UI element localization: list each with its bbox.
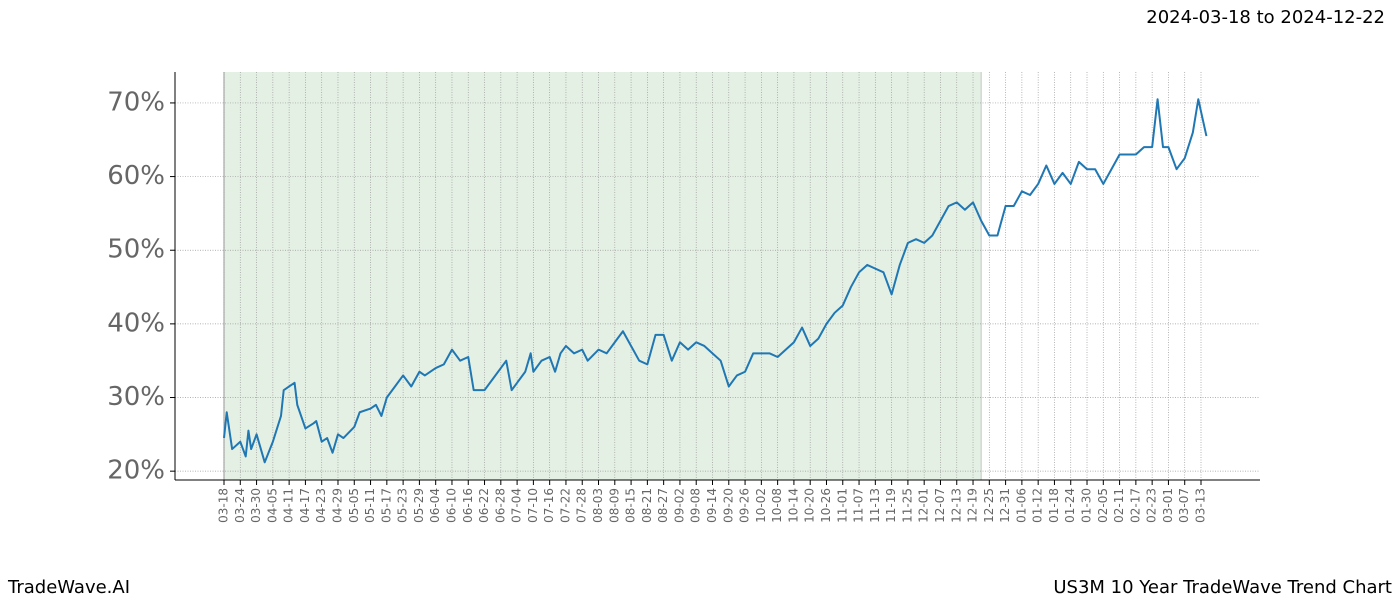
x-tick-label: 12-19 xyxy=(966,488,980,523)
x-tick-label: 03-13 xyxy=(1194,488,1208,523)
date-range: 2024-03-18 to 2024-12-22 xyxy=(1146,7,1385,28)
x-tick-label: 01-30 xyxy=(1080,488,1094,523)
x-tick-label: 04-23 xyxy=(314,488,328,523)
x-tick-label: 08-03 xyxy=(591,488,605,523)
x-tick-label: 08-21 xyxy=(640,488,654,523)
x-tick-label: 03-24 xyxy=(233,488,247,523)
x-tick-label: 03-01 xyxy=(1161,488,1175,523)
x-tick-label: 09-14 xyxy=(705,488,719,523)
x-tick-label: 05-05 xyxy=(347,488,361,523)
x-tick-label: 07-22 xyxy=(558,488,572,523)
x-tick-label: 05-11 xyxy=(363,488,377,523)
line-layer xyxy=(223,98,1208,464)
x-tick-label: 07-16 xyxy=(542,488,556,523)
x-tick-label: 11-19 xyxy=(884,488,898,523)
y-tick-label: 60% xyxy=(107,161,165,191)
x-tick-label: 02-17 xyxy=(1128,488,1142,523)
tick-layer: 20%30%40%50%60%70%03-18 03-24 03-30 04-05 04… xyxy=(107,87,1207,522)
y-tick-label: 30% xyxy=(107,382,165,412)
x-tick-label: 07-04 xyxy=(510,488,524,523)
x-tick-label: 10-26 xyxy=(819,488,833,523)
x-tick-label: 01-06 xyxy=(1014,488,1028,523)
y-tick-label: 50% xyxy=(107,235,165,265)
x-tick-label: 12-01 xyxy=(917,488,931,523)
x-tick-label: 06-22 xyxy=(477,488,491,523)
x-tick-label: 01-12 xyxy=(1031,488,1045,523)
x-tick-label: 07-28 xyxy=(575,488,589,523)
x-tick-label: 10-14 xyxy=(786,488,800,523)
x-tick-label: 10-02 xyxy=(754,488,768,523)
x-tick-label: 03-07 xyxy=(1177,488,1191,523)
x-tick-label: 08-27 xyxy=(656,488,670,523)
x-tick-label: 06-28 xyxy=(493,488,507,523)
trend-line xyxy=(223,98,1208,464)
x-tick-label: 04-11 xyxy=(282,488,296,523)
x-tick-label: 04-29 xyxy=(330,488,344,523)
x-tick-label: 03-18 xyxy=(217,488,231,523)
x-tick-label: 01-24 xyxy=(1063,488,1077,523)
x-tick-label: 12-07 xyxy=(933,488,947,523)
x-tick-label: 11-01 xyxy=(835,488,849,523)
grid-layer xyxy=(175,72,1260,480)
x-tick-label: 06-10 xyxy=(444,488,458,523)
x-tick-label: 07-10 xyxy=(526,488,540,523)
y-tick-label: 40% xyxy=(107,308,165,338)
shade-layer xyxy=(223,72,982,480)
x-tick-label: 08-15 xyxy=(624,488,638,523)
x-tick-label: 04-05 xyxy=(265,488,279,523)
x-tick-label: 11-13 xyxy=(868,488,882,523)
x-tick-label: 12-31 xyxy=(998,488,1012,523)
x-tick-label: 11-25 xyxy=(900,488,914,523)
x-tick-label: 02-23 xyxy=(1145,488,1159,523)
x-tick-label: 06-04 xyxy=(428,488,442,523)
x-tick-label: 06-16 xyxy=(461,488,475,523)
training-window xyxy=(224,72,982,480)
x-tick-label: 04-17 xyxy=(298,488,312,523)
x-tick-label: 09-02 xyxy=(672,488,686,523)
x-tick-label: 12-13 xyxy=(949,488,963,523)
chart-name: US3M 10 Year TradeWave Trend Chart xyxy=(1053,577,1392,598)
x-tick-label: 08-09 xyxy=(607,488,621,523)
x-tick-label: 09-26 xyxy=(738,488,752,523)
brand: TradeWave.AI xyxy=(7,577,130,598)
y-tick-label: 70% xyxy=(107,87,165,117)
x-tick-label: 05-23 xyxy=(396,488,410,523)
x-tick-label: 01-18 xyxy=(1047,488,1061,523)
x-tick-label: 10-08 xyxy=(770,488,784,523)
y-tick-label: 20% xyxy=(107,456,165,486)
x-tick-label: 03-30 xyxy=(249,488,263,523)
x-tick-label: 09-08 xyxy=(689,488,703,523)
x-tick-label: 10-20 xyxy=(803,488,817,523)
x-tick-label: 09-20 xyxy=(721,488,735,523)
x-tick-label: 05-29 xyxy=(412,488,426,523)
x-tick-label: 12-25 xyxy=(982,488,996,523)
x-tick-label: 02-11 xyxy=(1112,488,1126,523)
x-tick-label: 05-17 xyxy=(379,488,393,523)
x-tick-label: 11-07 xyxy=(852,488,866,523)
x-tick-label: 02-05 xyxy=(1096,488,1110,523)
